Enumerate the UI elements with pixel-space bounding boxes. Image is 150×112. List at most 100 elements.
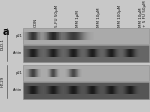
Bar — [91, 32, 92, 40]
Bar — [51, 32, 52, 40]
Bar — [109, 49, 110, 57]
Bar — [126, 49, 127, 57]
Bar — [93, 32, 94, 40]
Text: DLD-1: DLD-1 — [0, 38, 4, 50]
Bar — [70, 69, 71, 77]
Bar — [100, 86, 101, 94]
Bar — [50, 86, 51, 94]
Bar — [135, 49, 136, 57]
Bar — [23, 86, 24, 94]
Bar — [108, 49, 109, 57]
Bar — [122, 49, 123, 57]
Bar — [76, 49, 77, 57]
Bar — [98, 86, 99, 94]
Bar — [65, 32, 66, 40]
Bar — [90, 86, 91, 94]
Bar — [139, 86, 140, 94]
Bar — [129, 86, 130, 94]
Text: MM 100μM: MM 100μM — [118, 4, 122, 27]
Bar — [119, 49, 120, 57]
Bar — [117, 49, 118, 57]
Bar — [52, 32, 53, 40]
Bar — [46, 49, 47, 57]
Bar — [41, 86, 42, 94]
Bar — [115, 49, 116, 57]
Bar — [130, 49, 131, 57]
Bar — [55, 49, 56, 57]
Bar — [124, 86, 125, 94]
Bar — [60, 32, 61, 40]
Bar — [59, 32, 60, 40]
Bar — [113, 49, 114, 57]
Bar — [98, 49, 99, 57]
Bar — [138, 86, 139, 94]
Bar — [53, 86, 54, 94]
Bar — [45, 49, 46, 57]
Bar — [47, 49, 48, 57]
Bar — [57, 69, 58, 77]
Bar — [27, 49, 28, 57]
Bar — [75, 69, 76, 77]
Bar — [58, 32, 59, 40]
Bar — [55, 32, 56, 40]
Bar — [53, 32, 54, 40]
Bar — [89, 49, 90, 57]
Bar — [106, 49, 107, 57]
Bar — [71, 32, 72, 40]
Text: 5-FU 50μM: 5-FU 50μM — [55, 4, 59, 27]
Bar — [109, 86, 110, 94]
Bar — [38, 32, 39, 40]
Bar — [126, 86, 127, 94]
Bar — [90, 32, 91, 40]
Bar — [34, 86, 35, 94]
Bar — [24, 86, 25, 94]
Bar — [23, 28, 149, 44]
Bar — [78, 69, 79, 77]
Bar — [56, 49, 57, 57]
Bar — [35, 49, 36, 57]
Bar — [121, 49, 122, 57]
Bar — [117, 86, 118, 94]
Bar — [42, 32, 43, 40]
Bar — [104, 49, 105, 57]
Bar — [83, 86, 84, 94]
Bar — [50, 69, 51, 77]
Bar — [127, 49, 128, 57]
Bar — [29, 32, 30, 40]
Bar — [62, 86, 63, 94]
Bar — [125, 49, 126, 57]
Bar — [137, 49, 138, 57]
Bar — [43, 32, 44, 40]
Bar — [65, 32, 66, 40]
Bar — [84, 32, 85, 40]
Bar — [67, 32, 68, 40]
Bar — [68, 49, 69, 57]
Bar — [62, 32, 63, 40]
Bar — [40, 32, 41, 40]
Bar — [137, 86, 138, 94]
Bar — [85, 49, 86, 57]
Bar — [93, 86, 94, 94]
Bar — [138, 49, 139, 57]
Bar — [51, 49, 52, 57]
Bar — [103, 49, 104, 57]
Bar — [66, 49, 67, 57]
Bar — [69, 32, 70, 40]
Bar — [88, 86, 89, 94]
Bar — [63, 32, 64, 40]
Bar — [80, 32, 81, 40]
Bar — [38, 86, 39, 94]
Bar — [84, 49, 85, 57]
Bar — [124, 49, 125, 57]
Bar — [36, 86, 37, 94]
Bar — [100, 49, 101, 57]
Bar — [59, 69, 60, 77]
Bar — [92, 32, 93, 40]
Bar — [71, 49, 72, 57]
Bar — [77, 86, 78, 94]
Bar — [23, 45, 149, 62]
Bar — [59, 49, 60, 57]
Text: MM 10μM: MM 10μM — [97, 7, 101, 27]
Bar — [49, 32, 50, 40]
Bar — [25, 32, 26, 40]
